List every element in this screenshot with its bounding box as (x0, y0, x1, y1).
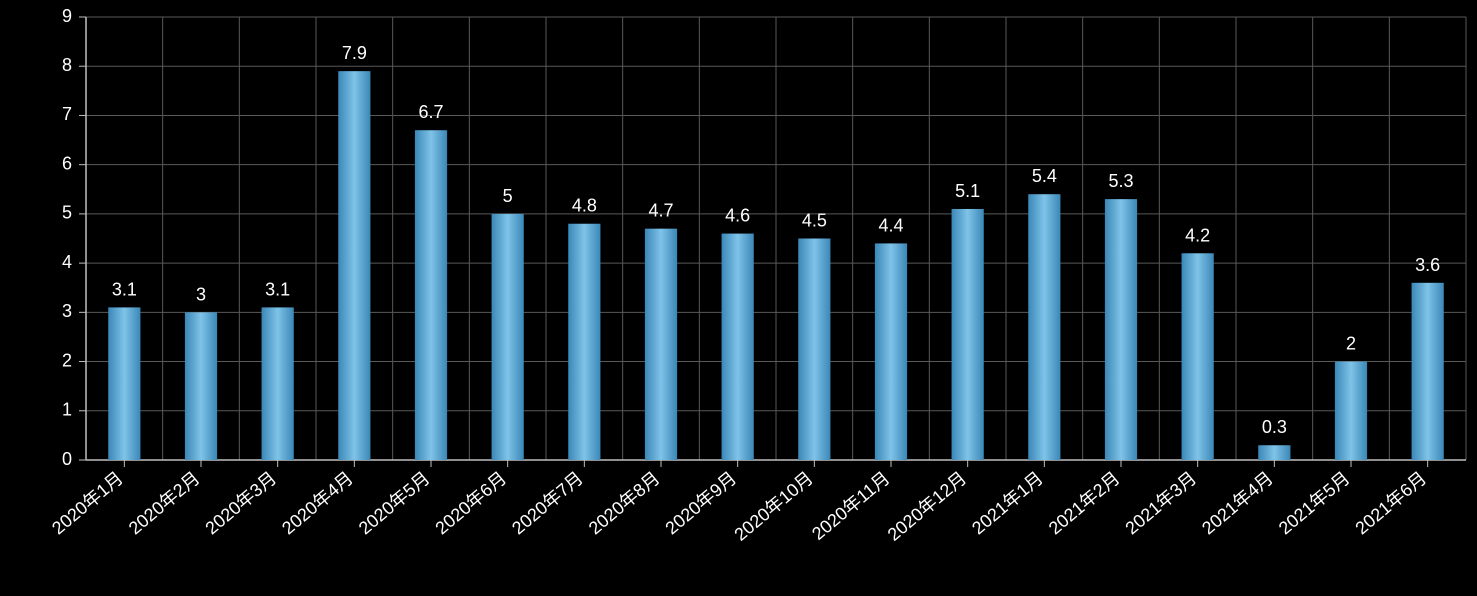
value-label: 3 (196, 284, 206, 304)
category-label: 2021年5月 (1275, 468, 1354, 539)
bar (722, 234, 754, 460)
y-tick-label: 5 (62, 203, 72, 223)
category-label: 2020年2月 (125, 468, 204, 539)
value-label: 4.2 (1185, 225, 1210, 245)
bar (1028, 194, 1060, 460)
y-tick-label: 7 (62, 104, 72, 124)
value-label: 6.7 (418, 102, 443, 122)
value-label: 0.3 (1262, 417, 1287, 437)
bar (645, 229, 677, 460)
value-label: 4.4 (878, 215, 903, 235)
category-label: 2021年1月 (968, 468, 1047, 539)
bar (952, 209, 984, 460)
category-label: 2020年5月 (355, 468, 434, 539)
y-tick-label: 9 (62, 6, 72, 26)
bar (1335, 362, 1367, 460)
category-label: 2021年4月 (1198, 468, 1277, 539)
category-label: 2020年3月 (201, 468, 280, 539)
value-label: 3.6 (1415, 255, 1440, 275)
value-label: 4.5 (802, 211, 827, 231)
category-label: 2020年9月 (661, 468, 740, 539)
category-label: 2021年2月 (1045, 468, 1124, 539)
y-tick-label: 4 (62, 252, 72, 272)
y-tick-label: 3 (62, 301, 72, 321)
bar (415, 130, 447, 460)
value-label: 4.6 (725, 206, 750, 226)
value-label: 5.1 (955, 181, 980, 201)
bar (185, 312, 217, 460)
category-label: 2020年8月 (585, 468, 664, 539)
category-label: 2021年6月 (1351, 468, 1430, 539)
value-label: 5.3 (1108, 171, 1133, 191)
category-label: 2020年6月 (431, 468, 510, 539)
category-label: 2020年1月 (48, 468, 127, 539)
value-label: 5 (503, 186, 513, 206)
value-label: 7.9 (342, 43, 367, 63)
bar (492, 214, 524, 460)
category-label: 2020年7月 (508, 468, 587, 539)
bar (1258, 445, 1290, 460)
bar (108, 307, 140, 460)
bar-chart: 0 1 2 3 4 5 6 7 8 9 3.1 2020年1月 3 2020年2月 3.1 2020年3月 7.… (0, 0, 1477, 591)
bar (1412, 283, 1444, 460)
value-label: 4.7 (648, 201, 673, 221)
bar (1105, 199, 1137, 460)
category-label: 2020年4月 (278, 468, 357, 539)
value-label: 2 (1346, 334, 1356, 354)
y-tick-label: 8 (62, 55, 72, 75)
y-tick-label: 2 (62, 350, 72, 370)
category-label: 2020年10月 (730, 468, 816, 545)
y-tick-label: 6 (62, 153, 72, 173)
value-label: 3.1 (265, 279, 290, 299)
bar (338, 71, 370, 460)
value-label: 5.4 (1032, 166, 1057, 186)
value-label: 3.1 (112, 279, 137, 299)
category-label: 2021年3月 (1121, 468, 1200, 539)
bar (1182, 253, 1214, 460)
bar (568, 224, 600, 460)
category-label: 2020年12月 (884, 468, 970, 545)
y-tick-label: 0 (62, 449, 72, 469)
y-tick-label: 1 (62, 400, 72, 420)
category-label: 2020年11月 (808, 468, 893, 544)
bar (798, 239, 830, 461)
bar (262, 307, 294, 460)
value-label: 4.8 (572, 196, 597, 216)
bar (875, 243, 907, 460)
